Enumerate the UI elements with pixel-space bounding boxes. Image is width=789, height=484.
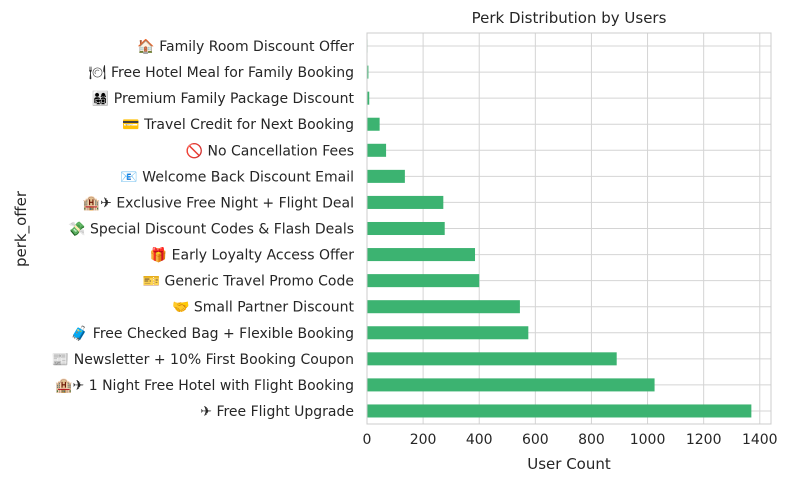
bar xyxy=(367,300,520,314)
bar xyxy=(367,378,655,392)
x-tick-label: 1200 xyxy=(686,432,722,448)
x-tick-label: 1400 xyxy=(742,432,778,448)
bar xyxy=(367,404,752,418)
bar xyxy=(367,352,617,366)
x-tick-label: 800 xyxy=(578,432,605,448)
chart-title: Perk Distribution by Users xyxy=(472,9,667,27)
x-tick-labels: 0 200 400 600 800 1000 1200 1400 xyxy=(363,432,778,448)
bar xyxy=(367,195,444,209)
bar xyxy=(367,274,480,288)
bar-layer xyxy=(367,39,752,418)
bar xyxy=(367,221,445,236)
category-label: 🎫 Generic Travel Promo Code xyxy=(143,274,354,290)
x-axis-label: User Count xyxy=(527,455,611,473)
category-label: 🏨✈ Exclusive Free Night + Flight Deal xyxy=(83,195,354,211)
category-label: 🏠 Family Room Discount Offer xyxy=(137,38,354,55)
category-label: 🚫 No Cancellation Fees xyxy=(186,142,354,159)
bar xyxy=(367,169,405,183)
x-tick-label: 1000 xyxy=(630,432,666,448)
bar xyxy=(367,143,387,157)
bar xyxy=(367,65,369,79)
x-tick-label: 600 xyxy=(522,432,549,448)
x-tick-label: 200 xyxy=(410,432,437,448)
category-label: 🎁 Early Loyalty Access Offer xyxy=(150,247,354,264)
x-tick-label: 400 xyxy=(466,432,493,448)
category-label: 💳 Travel Credit for Next Booking xyxy=(122,117,354,133)
category-label: 📧 Welcome Back Discount Email xyxy=(120,169,354,185)
category-label: 🏨✈ 1 Night Free Hotel with Flight Bookin… xyxy=(55,378,354,394)
category-label: 📰 Newsletter + 10% First Booking Coupon xyxy=(52,352,354,368)
category-label: 🤝 Small Partner Discount xyxy=(172,300,355,316)
bar xyxy=(367,326,529,340)
category-label: 💸 Special Discount Codes & Flash Deals xyxy=(68,221,354,238)
bar xyxy=(367,91,370,105)
plot-frame xyxy=(366,32,772,425)
bar xyxy=(367,248,476,262)
y-axis-label: perk_offer xyxy=(12,190,31,267)
category-label: ✈ Free Flight Upgrade xyxy=(200,404,354,420)
bar xyxy=(367,117,380,131)
category-label: 👨‍👩‍👧‍👦 Premium Family Package Discount xyxy=(92,90,355,107)
category-label: 🧳 Free Checked Bag + Flexible Booking xyxy=(71,325,354,342)
category-labels: ✈ Free Flight Upgrade 🏨✈ 1 Night Free Hot… xyxy=(52,38,355,420)
category-label: 🍽 Free Hotel Meal for Family Booking xyxy=(89,65,354,81)
x-tick-label: 0 xyxy=(363,432,372,448)
